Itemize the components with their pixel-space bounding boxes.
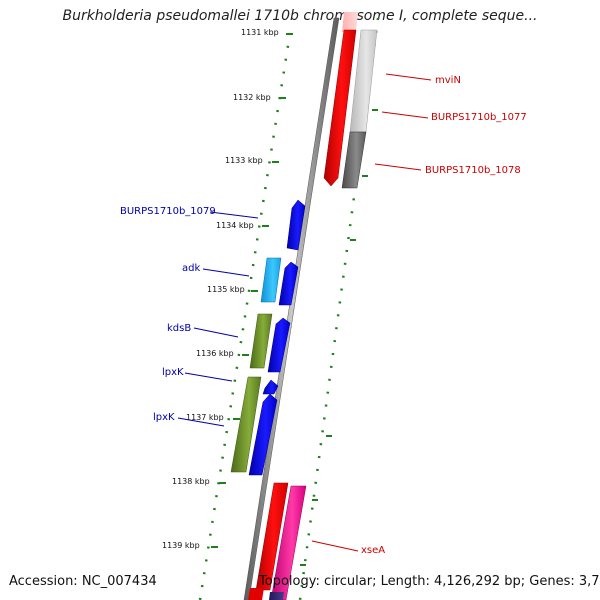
tick-label: 1137 kbp xyxy=(186,413,224,422)
tick-label: 1138 kbp xyxy=(172,477,210,486)
gene-label-BURPS1710b_1079[interactable]: BURPS1710b_1079 xyxy=(120,206,216,217)
gene-BURPS1710b_1078[interactable] xyxy=(341,131,367,189)
gene-label-mviN[interactable]: mviN xyxy=(435,75,461,86)
gene-label-lpxK[interactable]: lpxK xyxy=(162,367,184,378)
tick-label: 1133 kbp xyxy=(225,156,263,165)
gene-mviN[interactable] xyxy=(323,29,357,187)
gene-pink-fragment[interactable] xyxy=(342,12,358,32)
outer-scale-track xyxy=(198,32,292,600)
gene-BURPS1710b_1079[interactable] xyxy=(286,199,306,251)
gene-navy-fragment[interactable] xyxy=(269,592,284,600)
gene-label-adk[interactable]: adk xyxy=(182,263,200,274)
kbp-tick-labels: 1131 kbp 1132 kbp 1133 kbp 1134 kbp 1135… xyxy=(162,28,279,550)
gene-red-lower[interactable] xyxy=(255,482,289,591)
tick-label: 1135 kbp xyxy=(207,285,245,294)
gene-adk[interactable] xyxy=(278,261,299,306)
accession-text: Accession: NC_007434 xyxy=(9,574,157,589)
gene-adk-cyan[interactable] xyxy=(260,257,282,303)
gene-kdsB-olive[interactable] xyxy=(249,313,273,369)
tick-label: 1134 kbp xyxy=(216,221,254,230)
gene-lpxK-small[interactable] xyxy=(262,379,279,395)
gene-label-BURPS1710b_1077[interactable]: BURPS1710b_1077 xyxy=(431,112,527,123)
gene-lpxK-olive[interactable] xyxy=(230,376,262,473)
gene-label-BURPS1710b_1078[interactable]: BURPS1710b_1078 xyxy=(425,165,521,176)
gene-xseA[interactable] xyxy=(270,485,307,600)
tick-label: 1136 kbp xyxy=(196,349,234,358)
tick-label: 1139 kbp xyxy=(162,541,200,550)
map-title: Burkholderia pseudomallei 1710b chromoso… xyxy=(62,8,538,24)
label-leader-lines xyxy=(177,73,432,552)
tick-label: 1131 kbp xyxy=(241,28,279,37)
gene-label-xseA[interactable]: xseA xyxy=(361,545,385,556)
gene-lpxK[interactable] xyxy=(248,393,278,476)
minor-tick-marks xyxy=(211,33,378,566)
tick-label: 1132 kbp xyxy=(233,93,271,102)
gene-label-kdsB[interactable]: kdsB xyxy=(167,323,191,334)
gene-label-lpxK-2[interactable]: lpxK xyxy=(153,412,175,423)
gene-kdsB[interactable] xyxy=(267,317,291,373)
topology-text: Topology: circular; Length: 4,126,292 bp… xyxy=(259,574,600,589)
gene-red-fragment[interactable] xyxy=(248,588,264,600)
